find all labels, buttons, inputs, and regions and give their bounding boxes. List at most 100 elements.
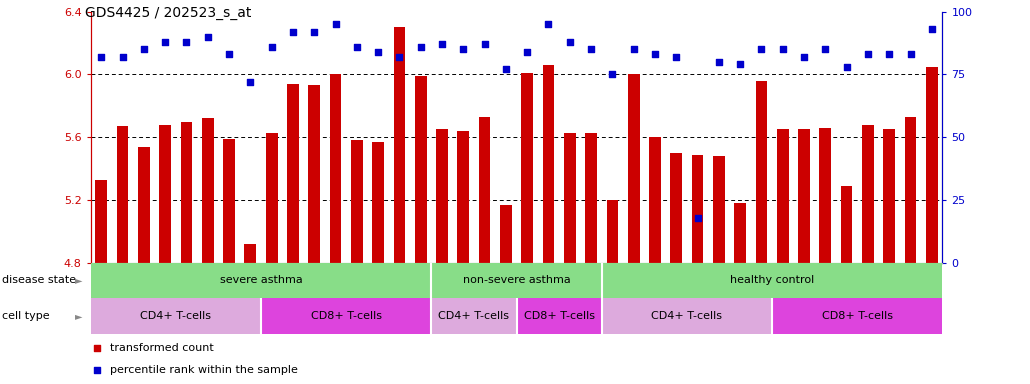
Point xyxy=(157,39,173,45)
Bar xyxy=(772,298,942,334)
Point xyxy=(561,39,578,45)
Text: healthy control: healthy control xyxy=(730,275,814,285)
Point xyxy=(732,61,749,68)
Bar xyxy=(884,129,895,263)
Bar xyxy=(585,132,597,263)
Bar xyxy=(713,156,725,263)
Text: CD8+ T-cells: CD8+ T-cells xyxy=(311,311,382,321)
Text: disease state: disease state xyxy=(2,275,76,285)
Point xyxy=(881,51,897,57)
Bar xyxy=(160,125,171,263)
Bar xyxy=(862,125,873,263)
Point xyxy=(519,49,536,55)
Bar xyxy=(798,129,810,263)
Bar xyxy=(180,122,193,263)
Bar xyxy=(436,129,448,263)
Bar xyxy=(261,298,432,334)
Bar xyxy=(266,132,277,263)
Point xyxy=(397,229,413,235)
Bar xyxy=(692,155,703,263)
Point xyxy=(178,39,195,45)
Point xyxy=(860,51,877,57)
Text: cell type: cell type xyxy=(2,311,49,321)
Text: severe asthma: severe asthma xyxy=(219,275,303,285)
Text: GDS4425 / 202523_s_at: GDS4425 / 202523_s_at xyxy=(85,6,252,20)
Bar xyxy=(91,263,432,298)
Point xyxy=(200,34,216,40)
Bar xyxy=(840,186,853,263)
Text: CD4+ T-cells: CD4+ T-cells xyxy=(439,311,510,321)
Bar xyxy=(202,118,213,263)
Point xyxy=(264,44,280,50)
Text: CD8+ T-cells: CD8+ T-cells xyxy=(822,311,893,321)
Point xyxy=(397,29,413,35)
Point xyxy=(136,46,152,52)
Bar xyxy=(415,76,426,263)
Bar xyxy=(628,74,640,263)
Text: ►: ► xyxy=(75,311,82,321)
Bar xyxy=(543,65,554,263)
Point xyxy=(220,51,237,57)
Point xyxy=(924,26,940,32)
Bar xyxy=(224,139,235,263)
Bar xyxy=(904,117,917,263)
Bar xyxy=(457,131,469,263)
Bar xyxy=(116,126,129,263)
Bar xyxy=(517,298,602,334)
Point xyxy=(775,46,791,52)
Bar xyxy=(393,27,405,263)
Bar xyxy=(602,298,772,334)
Bar xyxy=(351,141,363,263)
Bar xyxy=(564,132,576,263)
Point xyxy=(647,51,663,57)
Bar xyxy=(777,129,789,263)
Text: percentile rank within the sample: percentile rank within the sample xyxy=(110,365,298,375)
Point xyxy=(328,21,344,27)
Point xyxy=(391,54,408,60)
Point xyxy=(753,46,769,52)
Text: CD8+ T-cells: CD8+ T-cells xyxy=(523,311,594,321)
Bar xyxy=(756,81,767,263)
Bar xyxy=(96,180,107,263)
Bar xyxy=(671,153,682,263)
Point xyxy=(583,46,599,52)
Point xyxy=(541,21,557,27)
Text: ►: ► xyxy=(75,275,82,285)
Bar xyxy=(602,263,942,298)
Point xyxy=(668,54,685,60)
Text: non-severe asthma: non-severe asthma xyxy=(462,275,571,285)
Bar xyxy=(330,74,341,263)
Bar xyxy=(432,298,517,334)
Bar xyxy=(91,298,261,334)
Bar xyxy=(479,117,490,263)
Bar xyxy=(244,244,256,263)
Bar xyxy=(926,66,937,263)
Bar xyxy=(820,128,831,263)
Point xyxy=(455,46,472,52)
Point xyxy=(689,215,706,221)
Bar xyxy=(308,85,320,263)
Point xyxy=(817,46,833,52)
Point xyxy=(497,66,514,73)
Point xyxy=(476,41,492,47)
Point xyxy=(902,51,919,57)
Bar xyxy=(649,137,661,263)
Bar xyxy=(734,203,746,263)
Bar xyxy=(372,142,384,263)
Point xyxy=(838,64,855,70)
Point xyxy=(114,54,131,60)
Bar xyxy=(287,84,299,263)
Point xyxy=(711,59,727,65)
Text: transformed count: transformed count xyxy=(110,343,214,353)
Bar xyxy=(432,263,602,298)
Point xyxy=(93,54,109,60)
Text: CD4+ T-cells: CD4+ T-cells xyxy=(651,311,722,321)
Bar xyxy=(607,200,618,263)
Point xyxy=(370,49,386,55)
Point xyxy=(306,28,322,35)
Point xyxy=(796,54,813,60)
Point xyxy=(284,28,301,35)
Point xyxy=(242,79,259,85)
Point xyxy=(434,41,450,47)
Point xyxy=(625,46,642,52)
